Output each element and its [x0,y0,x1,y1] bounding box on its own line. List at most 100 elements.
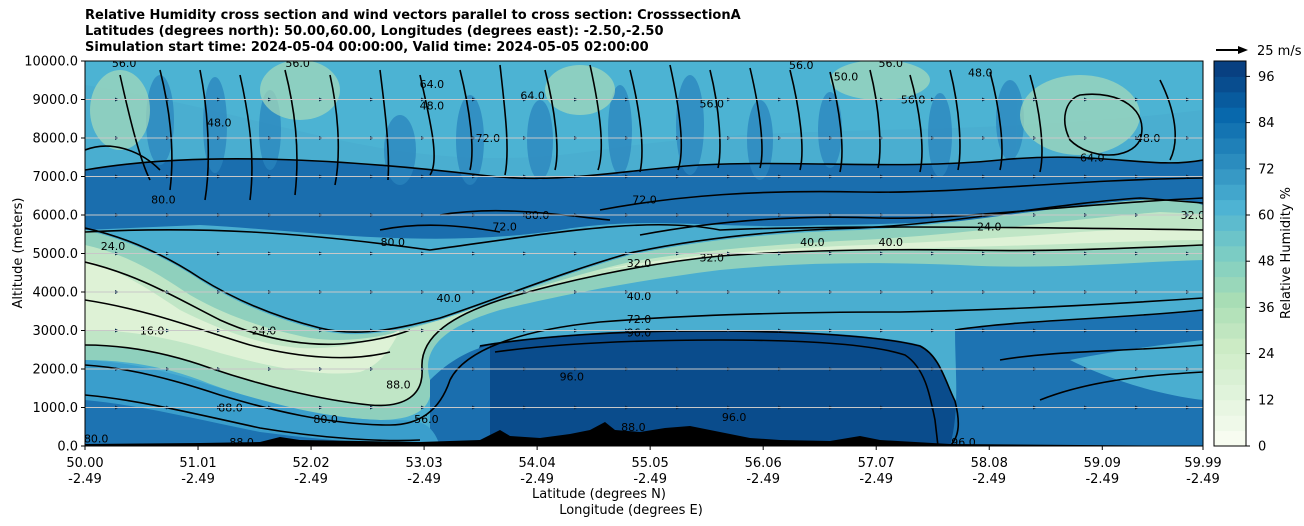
colorbar-level [1214,399,1246,416]
contour-label: 96.0 [722,411,747,424]
x-tick-label-lon: -2.49 [294,472,328,487]
colorbar-level [1214,61,1246,77]
x-tick-label-lat: 55.05 [632,456,669,471]
colorbar-tick-label: 24 [1258,347,1275,362]
y-axis-label: Altitude (meters) [11,198,26,309]
colorbar-level [1214,384,1246,401]
colorbar-tick-label: 84 [1258,116,1275,131]
x-tick-label-lat: 53.03 [405,456,442,471]
contour-label: 88.0 [621,421,646,434]
colorbar-level [1214,369,1246,385]
contour-label: 96.0 [627,326,652,339]
y-tick-label: 3000.0 [33,324,79,339]
contour-label: 56.0 [112,57,137,70]
colorbar-level [1214,184,1246,201]
y-tick-label: 6000.0 [33,209,79,224]
colorbar-level [1214,322,1246,339]
contour-label: 72.0 [632,194,657,207]
contour-label: 50.0 [834,70,859,83]
x-tick-label-lon: -2.49 [859,472,893,487]
y-tick-label: 5000.0 [33,247,79,262]
x-tick-label-lon: -2.49 [181,472,215,487]
x-tick-label-lat: 50.00 [66,456,103,471]
colorbar-tick-label: 96 [1258,70,1275,85]
contour-label: 96.0 [951,436,976,449]
gridlines [85,99,1203,408]
contour-label: 64.0 [1080,151,1105,164]
colorbar-tick-label: 48 [1258,255,1275,270]
colorbar-level [1214,261,1246,278]
colorbar-tick-label: 72 [1258,162,1275,177]
colorbar-tick-label: 36 [1258,301,1275,316]
chart-title-line-3: Simulation start time: 2024-05-04 00:00:… [85,40,649,55]
chart-title-line-2: Latitudes (degrees north): 50.00,60.00, … [85,24,664,39]
x-tick-label-lat: 52.02 [292,456,329,471]
x-tick-label-lon: -2.49 [1186,472,1220,487]
colorbar-level [1214,430,1246,447]
colorbar-level [1214,76,1246,93]
colorbar-level [1214,199,1246,216]
x-tick-label-lat: 59.99 [1184,456,1221,471]
colorbar-level [1214,230,1246,247]
colorbar-level [1214,122,1246,139]
contour-label: 48.0 [968,67,993,80]
rh-lower-transition [430,345,490,446]
rh-dry-core-upper [600,228,1203,270]
x-axis-label-latitude: Latitude (degrees N) [532,487,666,502]
rh-lower-left-moist [85,400,420,446]
colorbar-level [1214,153,1246,170]
contour-label: 56.0 [699,97,724,110]
contour-label: 40.0 [436,292,461,305]
chart-title-line-1: Relative Humidity cross section and wind… [85,8,741,23]
contour-label: 24.0 [101,240,126,253]
terrain-silhouette [85,422,1203,446]
x-tick-label-lat: 56.06 [745,456,782,471]
contour-label: 80.0 [313,413,338,426]
contour-label: 56.0 [414,413,439,426]
colorbar-tick-label: 12 [1258,393,1275,408]
colorbar-level [1214,91,1246,108]
x-tick-label-lat: 54.04 [519,456,556,471]
contour-label: 56.0 [285,57,310,70]
y-tick-label: 8000.0 [33,132,79,147]
colorbar-level [1214,276,1246,293]
x-tick-label-lat: 58.08 [971,456,1008,471]
upper-light-patches [90,61,1140,155]
contour-label: 56.0 [879,57,904,70]
contour-label: 32.0 [627,257,652,270]
contour-label: 88.0 [229,436,254,449]
rh-dry-core-lower [85,260,400,374]
x-tick-label-lon: -2.49 [746,472,780,487]
contour-label: 72.0 [492,221,517,234]
contour-label: 64.0 [420,78,445,91]
colorbar-level [1214,245,1246,262]
x-tick-label-lon: -2.49 [520,472,554,487]
colorbar-level [1214,353,1246,370]
colorbar-level [1214,215,1246,231]
contour-label: 80.0 [151,194,176,207]
contour-label: 40.0 [627,290,652,303]
x-tick-label-lon: -2.49 [1085,472,1119,487]
contour-label: 24.0 [977,221,1002,234]
x-axis: 50.00-2.4951.01-2.4952.02-2.4953.03-2.49… [66,446,1222,487]
x-tick-label-lon: -2.49 [633,472,667,487]
rh-saturated-lower-region [471,330,959,446]
contour-label: 56.0 [789,59,814,72]
contour-label: 80.0 [381,236,406,249]
x-tick-label-lon: -2.49 [972,472,1006,487]
colorbar-level [1214,138,1246,154]
contour-label: 96.0 [560,371,585,384]
contour-lines [85,64,1203,446]
x-tick-label-lon: -2.49 [68,472,102,487]
colorbar: 0 12 24 36 48 60 72 84 96 [1213,60,1275,455]
contour-label: 48.0 [207,117,232,130]
colorbar-level [1214,415,1246,432]
x-tick-label-lon: -2.49 [407,472,441,487]
y-axis: 0.0 1000.0 2000.0 3000.0 4000.0 5000.0 6000.0 7… [24,55,85,455]
quiver-key-label: 25 m/s [1257,44,1302,59]
y-tick-label: 0.0 [57,440,78,455]
colorbar-level [1214,107,1246,124]
quiver-key: 25 m/s [1216,44,1302,59]
x-tick-label-lat: 51.01 [179,456,216,471]
